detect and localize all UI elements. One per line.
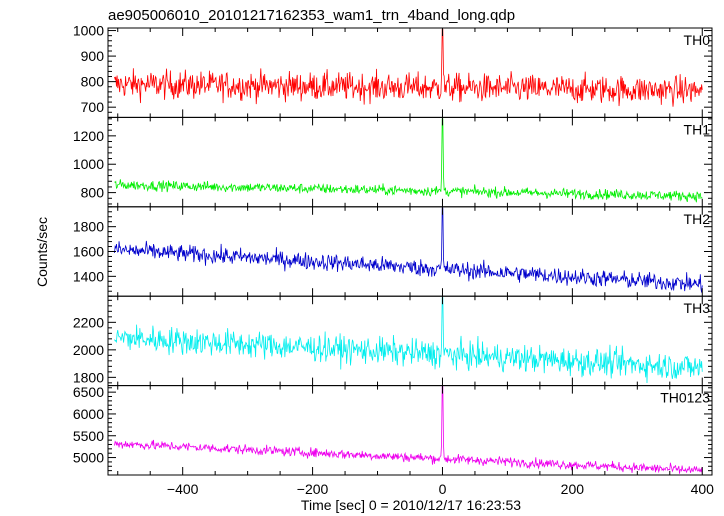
x-tick-label: 0 [439,481,447,497]
panel-label-th0123: TH0123 [660,390,710,406]
chart-title: ae905006010_20101217162353_wam1_trn_4ban… [108,7,515,24]
panel-label-th0: TH0 [684,32,711,48]
series-th0 [114,28,703,107]
panels: 700 800 900 1000 TH0 800 1000 1200 TH1 1400 1600 18… [73,23,714,497]
panel-label-th1: TH1 [684,121,711,137]
y-tick-label: 1600 [73,244,104,260]
x-tick-label: −200 [297,481,329,497]
y-axis-label: Counts/sec [34,217,50,287]
y-tick-label: 1200 [73,128,104,144]
series-th3 [114,297,703,383]
y-tick-label: 800 [81,74,105,90]
series-th0123 [114,385,703,475]
y-tick-label: 800 [81,185,105,201]
y-tick-label: 5500 [73,428,104,444]
x-tick-label: 200 [561,481,585,497]
panel-frame-th0 [107,27,713,118]
series-th1 [114,118,703,203]
series-th2 [114,207,703,293]
panel-frame-th1 [107,116,713,208]
y-tick-label: 1000 [73,156,104,172]
y-tick-label: 700 [81,99,105,115]
y-tick-label: 6000 [73,406,104,422]
y-tick-label: 1400 [73,268,104,284]
x-tick-label: 400 [691,481,715,497]
y-tick-label: 6500 [73,384,104,400]
y-tick-label: 1800 [73,219,104,235]
x-tick-label: −400 [167,481,199,497]
panel-frame-th0123 [107,385,713,476]
x-axis-label: Time [sec] 0 = 2010/12/17 16:23:53 [301,497,521,513]
y-tick-label: 1800 [73,369,104,385]
panel-label-th2: TH2 [684,211,711,227]
panel-frame-th2 [107,206,713,297]
y-tick-label: 5000 [73,450,104,466]
y-tick-label: 2200 [73,314,104,330]
y-tick-label: 2000 [73,342,104,358]
y-tick-label: 1000 [73,23,104,39]
panel-label-th3: TH3 [684,300,711,316]
y-tick-label: 900 [81,48,105,64]
